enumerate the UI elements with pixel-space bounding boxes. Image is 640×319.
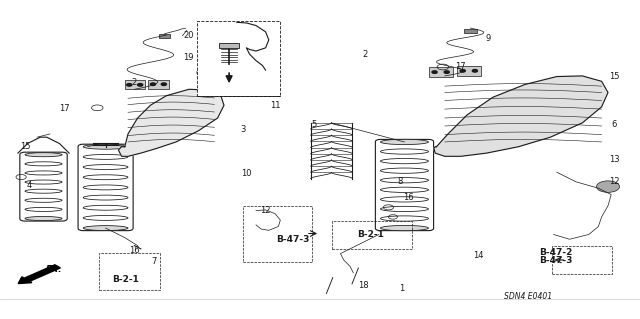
Text: 13: 13 xyxy=(609,155,620,164)
Bar xyxy=(429,67,453,77)
Text: 2: 2 xyxy=(362,50,367,59)
Bar xyxy=(457,66,481,76)
Text: 17: 17 xyxy=(59,104,69,113)
Text: 16: 16 xyxy=(129,246,140,255)
Text: B-47-3: B-47-3 xyxy=(276,235,310,244)
Ellipse shape xyxy=(380,226,429,231)
Text: 12: 12 xyxy=(260,206,271,215)
Text: 11: 11 xyxy=(270,101,280,110)
Polygon shape xyxy=(118,89,224,156)
Circle shape xyxy=(432,71,437,73)
Text: B-47-3: B-47-3 xyxy=(540,256,573,265)
Text: 9: 9 xyxy=(485,34,490,43)
Circle shape xyxy=(444,71,449,73)
Bar xyxy=(99,253,160,290)
Text: 4: 4 xyxy=(26,181,31,189)
Ellipse shape xyxy=(25,217,62,220)
Ellipse shape xyxy=(25,153,62,157)
Text: 5: 5 xyxy=(311,120,316,129)
Text: 6: 6 xyxy=(612,120,617,129)
Text: 19: 19 xyxy=(184,53,194,62)
Text: B-2-1: B-2-1 xyxy=(112,275,139,284)
Text: 18: 18 xyxy=(358,281,369,290)
Text: FR.: FR. xyxy=(46,265,63,274)
Text: B-23-20: B-23-20 xyxy=(200,85,239,94)
Bar xyxy=(332,221,412,249)
Text: B-2-1: B-2-1 xyxy=(357,230,384,239)
Bar xyxy=(159,34,170,38)
Text: 15: 15 xyxy=(20,142,31,151)
FancyArrow shape xyxy=(18,265,60,284)
Circle shape xyxy=(460,70,465,72)
Text: B-47-2: B-47-2 xyxy=(540,248,573,256)
Circle shape xyxy=(150,83,156,85)
Bar xyxy=(464,29,477,33)
Circle shape xyxy=(161,83,166,85)
Circle shape xyxy=(138,84,143,86)
Text: 7: 7 xyxy=(151,257,156,266)
Text: 20: 20 xyxy=(184,31,194,40)
Bar xyxy=(552,246,612,274)
Text: 9: 9 xyxy=(196,70,201,79)
Circle shape xyxy=(472,70,477,72)
Ellipse shape xyxy=(380,139,429,145)
Ellipse shape xyxy=(83,226,128,231)
Text: 2: 2 xyxy=(132,78,137,87)
Circle shape xyxy=(596,181,620,192)
Bar xyxy=(148,80,169,89)
Polygon shape xyxy=(434,76,608,156)
Text: 16: 16 xyxy=(403,193,413,202)
Circle shape xyxy=(127,84,132,86)
Bar xyxy=(125,80,145,89)
Bar xyxy=(243,206,312,262)
Text: SDN4 E0401: SDN4 E0401 xyxy=(504,292,552,300)
Text: 17: 17 xyxy=(456,63,466,71)
Text: 1: 1 xyxy=(399,284,404,293)
Text: 3: 3 xyxy=(241,125,246,134)
Ellipse shape xyxy=(83,144,128,149)
Text: 15: 15 xyxy=(609,72,620,81)
Bar xyxy=(197,21,280,96)
Text: 12: 12 xyxy=(609,177,620,186)
Text: 8: 8 xyxy=(397,177,403,186)
Text: 10: 10 xyxy=(241,169,252,178)
Bar xyxy=(219,43,239,48)
Text: 14: 14 xyxy=(474,251,484,260)
